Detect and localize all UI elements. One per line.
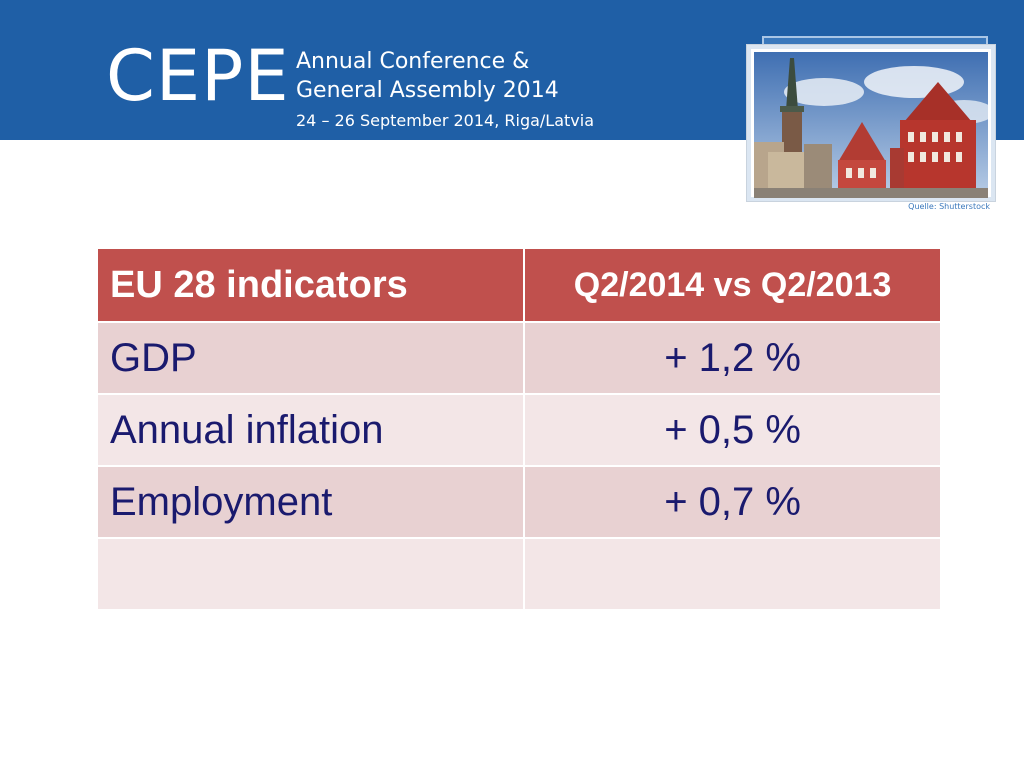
conference-title-line2: General Assembly 2014 [296, 78, 559, 103]
table-cell-change [525, 539, 940, 611]
table-header-row: EU 28 indicators Q2/2014 vs Q2/2013 [98, 249, 940, 323]
table-cell-indicator: Annual inflation [98, 395, 526, 467]
riga-house-of-blackheads-photo [754, 52, 988, 198]
table-cell-change: + 1,2 % [525, 323, 940, 395]
table-row [98, 539, 940, 611]
table-cell-indicator [98, 539, 526, 611]
table-header-indicator: EU 28 indicators [98, 249, 526, 323]
cepe-logo: CEPE [106, 35, 290, 117]
table-cell-indicator: Employment [98, 467, 526, 539]
photo-credit: Quelle: Shutterstock [908, 202, 990, 211]
table-row: GDP + 1,2 % [98, 323, 940, 395]
table-cell-indicator: GDP [98, 323, 526, 395]
conference-title-line1: Annual Conference & [296, 49, 530, 74]
table-cell-change: + 0,5 % [525, 395, 940, 467]
table-row: Annual inflation + 0,5 % [98, 395, 940, 467]
table-header-period: Q2/2014 vs Q2/2013 [525, 249, 940, 323]
table-row: Employment + 0,7 % [98, 467, 940, 539]
conference-dates: 24 – 26 September 2014, Riga/Latvia [296, 111, 595, 130]
table-cell-change: + 0,7 % [525, 467, 940, 539]
indicator-table: EU 28 indicators Q2/2014 vs Q2/2013 GDP … [98, 249, 940, 611]
